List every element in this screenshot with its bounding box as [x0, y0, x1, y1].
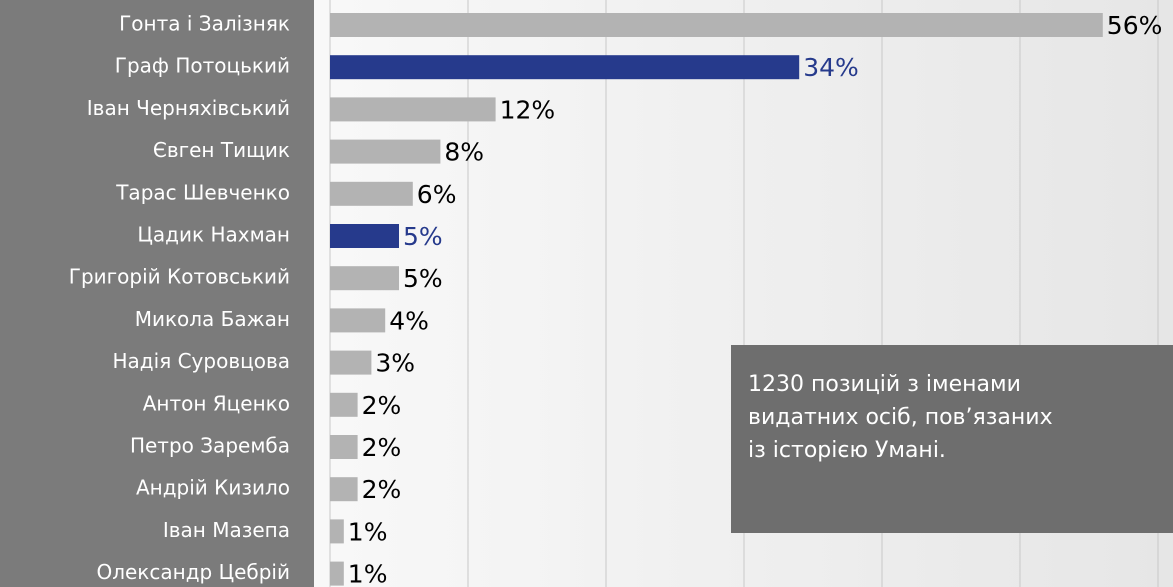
- value-label: 5%: [403, 264, 443, 293]
- annotation-text: видатних осіб, пов’язаних: [748, 405, 1053, 430]
- value-label: 4%: [389, 306, 429, 335]
- category-label: Гонта і Залізняк: [119, 12, 290, 36]
- value-label: 5%: [403, 222, 443, 251]
- bar: [330, 55, 800, 80]
- category-label: Антон Яценко: [143, 391, 290, 415]
- category-label: Євген Тищик: [153, 138, 290, 162]
- label-panel: [0, 0, 314, 587]
- category-label: Цадик Нахман: [137, 223, 290, 247]
- value-label: 2%: [362, 433, 402, 462]
- bar: [330, 308, 386, 333]
- value-label: 12%: [500, 95, 556, 124]
- value-label: 8%: [444, 138, 484, 167]
- annotation-box: [731, 345, 1173, 533]
- category-label: Петро Заремба: [130, 434, 290, 458]
- bar: [330, 224, 399, 248]
- value-label: 2%: [362, 391, 402, 420]
- bar: [330, 519, 344, 544]
- category-label: Іван Мазепа: [163, 518, 290, 542]
- bar: [330, 435, 358, 459]
- value-label: 2%: [362, 475, 402, 504]
- bar: [330, 392, 358, 417]
- value-label: 34%: [803, 53, 859, 82]
- annotation-text: із історією Умані.: [748, 438, 946, 463]
- bar: [330, 181, 413, 206]
- bar: [330, 13, 1103, 37]
- value-label: 3%: [375, 349, 415, 378]
- value-label: 56%: [1107, 11, 1163, 40]
- bar: [330, 350, 372, 375]
- bar: [330, 97, 496, 122]
- value-label: 1%: [348, 517, 388, 546]
- bar: [330, 266, 399, 291]
- category-label: Тарас Шевченко: [115, 180, 290, 204]
- category-label: Надія Суровцова: [113, 349, 290, 373]
- category-label: Григорій Котовський: [69, 265, 290, 289]
- value-label: 1%: [348, 560, 388, 587]
- bar: [330, 139, 441, 164]
- annotation-text: 1230 позицій з іменами: [748, 372, 1021, 397]
- value-label: 6%: [417, 180, 457, 209]
- category-label: Олександр Цебрій: [96, 560, 290, 584]
- category-label: Граф Потоцький: [115, 54, 290, 78]
- category-label: Андрій Кизило: [136, 476, 290, 500]
- bar: [330, 561, 344, 586]
- category-label: Микола Бажан: [135, 307, 290, 331]
- bar: [330, 477, 358, 502]
- category-label: Іван Черняхівський: [87, 96, 290, 120]
